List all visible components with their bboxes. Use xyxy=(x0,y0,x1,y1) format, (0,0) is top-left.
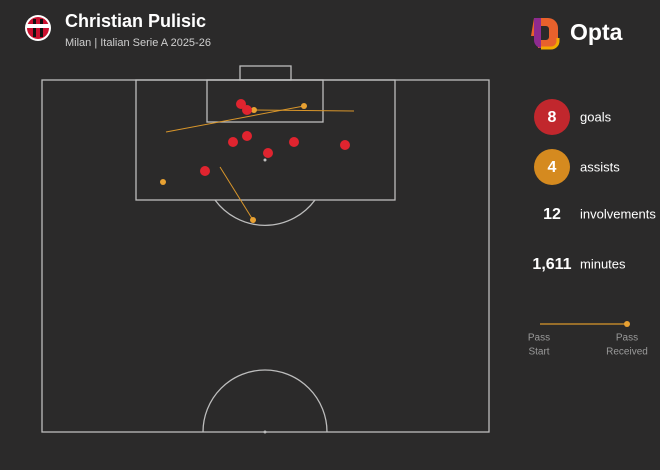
subtitle: Milan | Italian Serie A 2025-26 xyxy=(65,37,211,49)
goals xyxy=(200,99,350,176)
legend-dot xyxy=(624,321,630,327)
stat-label: assists xyxy=(580,159,620,174)
stat-label: minutes xyxy=(580,256,626,271)
brand-logo xyxy=(531,18,560,50)
legend-label: Pass xyxy=(616,333,638,344)
club-badge xyxy=(25,15,51,41)
title: Christian Pulisic xyxy=(65,11,206,31)
legend-label: Pass xyxy=(528,333,550,344)
stat-label: involvements xyxy=(580,206,656,221)
stat-value: 4 xyxy=(548,159,557,176)
goals-badge xyxy=(534,99,570,135)
brand-name: Opta xyxy=(570,19,623,45)
stat-value: 12 xyxy=(543,206,561,223)
legend-label: Start xyxy=(528,347,549,358)
pitch xyxy=(41,65,490,434)
stat-label: goals xyxy=(580,109,612,124)
stat-value: 8 xyxy=(548,109,557,126)
stat-value: 1,611 xyxy=(532,256,571,273)
assists xyxy=(160,103,355,223)
legend-label: Received xyxy=(606,347,648,358)
assists-badge xyxy=(534,149,570,185)
